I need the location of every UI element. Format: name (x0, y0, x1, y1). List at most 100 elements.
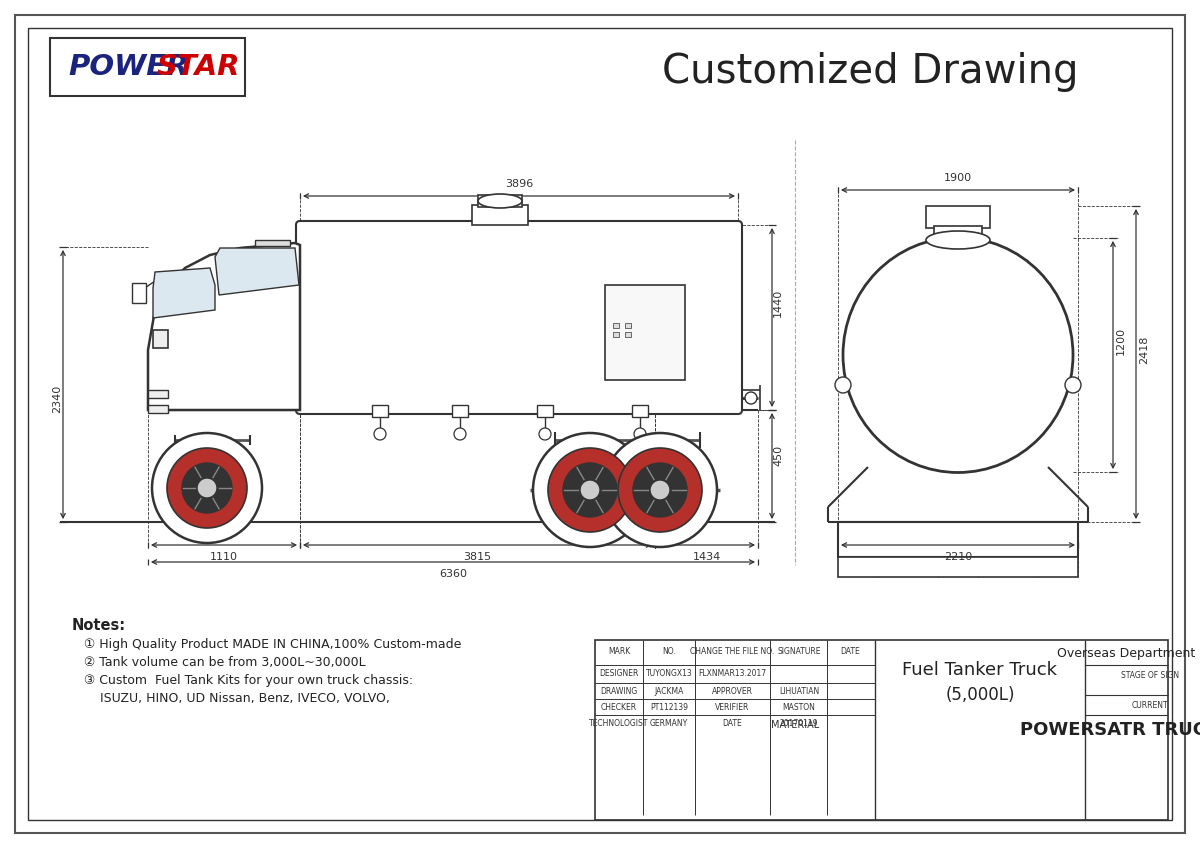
Bar (934, 226, 982, 240)
Bar (625, 332, 631, 337)
Text: 2418: 2418 (1139, 336, 1150, 364)
Circle shape (374, 428, 386, 440)
Text: MASTON: MASTON (782, 702, 816, 711)
FancyBboxPatch shape (296, 221, 742, 414)
Text: 2340: 2340 (52, 385, 62, 413)
Text: Notes:: Notes: (72, 618, 126, 633)
Circle shape (152, 433, 262, 543)
Circle shape (454, 428, 466, 440)
Bar (452, 405, 468, 417)
Text: VERIFIER: VERIFIER (715, 702, 749, 711)
Text: ① High Quality Product MADE IN CHINA,100% Custom-made: ① High Quality Product MADE IN CHINA,100… (84, 638, 461, 651)
Text: RSTAR: RSTAR (534, 349, 686, 391)
Bar (625, 323, 631, 328)
Bar (613, 323, 619, 328)
Polygon shape (154, 268, 215, 318)
Ellipse shape (926, 231, 990, 249)
Text: SIGNATURE: SIGNATURE (778, 648, 821, 656)
Bar (605, 285, 685, 380)
Text: PT112139: PT112139 (650, 702, 688, 711)
Bar (148, 405, 168, 413)
Text: 2210: 2210 (944, 552, 972, 562)
Text: 6360: 6360 (439, 569, 467, 579)
Text: CHECKER: CHECKER (601, 702, 637, 711)
Text: TECHNOLOGIST: TECHNOLOGIST (589, 718, 649, 728)
Bar (838, 522, 1078, 557)
Ellipse shape (478, 194, 522, 208)
Bar (50, 38, 245, 96)
Circle shape (563, 463, 617, 517)
Circle shape (634, 463, 686, 517)
Circle shape (539, 428, 551, 440)
Circle shape (197, 478, 217, 498)
Text: POWER: POWER (68, 53, 188, 81)
Bar (256, 240, 290, 246)
Text: CHANGE THE FILE NO.: CHANGE THE FILE NO. (690, 648, 774, 656)
Text: (5,000L): (5,000L) (946, 686, 1015, 704)
Text: 3896: 3896 (505, 179, 533, 189)
Polygon shape (148, 243, 300, 410)
Circle shape (580, 480, 600, 500)
Circle shape (1066, 377, 1081, 393)
Text: DATE: DATE (722, 718, 742, 728)
Circle shape (835, 377, 851, 393)
Bar (538, 405, 553, 417)
Text: CURRENT: CURRENT (1132, 700, 1169, 710)
Text: 1110: 1110 (210, 552, 238, 562)
Polygon shape (215, 248, 299, 295)
Text: 1200: 1200 (1116, 326, 1126, 355)
Text: TUYONGX13: TUYONGX13 (646, 670, 692, 678)
Circle shape (548, 448, 632, 532)
Text: ③ Custom  Fuel Tank Kits for your own truck chassis:: ③ Custom Fuel Tank Kits for your own tru… (84, 674, 413, 687)
Circle shape (167, 448, 247, 528)
Text: STAR: STAR (157, 53, 240, 81)
Text: 3815: 3815 (463, 552, 492, 562)
Text: GERMANY: GERMANY (650, 718, 688, 728)
Text: Overseas Department: Overseas Department (1057, 646, 1195, 660)
Bar (478, 195, 522, 207)
Text: DESIGNER: DESIGNER (599, 670, 638, 678)
Text: DATE: DATE (840, 648, 860, 656)
Text: FLXNMAR13.2017: FLXNMAR13.2017 (698, 670, 766, 678)
Text: DRAWING: DRAWING (600, 687, 637, 695)
Text: ② Tank volume can be from 3,000L~30,000L: ② Tank volume can be from 3,000L~30,000L (84, 656, 366, 669)
Text: ISUZU, HINO, UD Nissan, Benz, IVECO, VOLVO,: ISUZU, HINO, UD Nissan, Benz, IVECO, VOL… (84, 692, 390, 705)
Text: 1434: 1434 (692, 552, 721, 562)
Bar (154, 330, 168, 348)
Bar (148, 390, 168, 398)
Text: Customized Drawing: Customized Drawing (661, 52, 1079, 92)
Text: STAGE OF SIGN: STAGE OF SIGN (1121, 671, 1180, 679)
Text: 450: 450 (773, 445, 784, 466)
Text: POWER: POWER (877, 321, 1003, 349)
Text: MARK: MARK (608, 648, 630, 656)
Circle shape (650, 480, 670, 500)
Text: 1900: 1900 (944, 173, 972, 183)
Circle shape (618, 448, 702, 532)
Text: POWER: POWER (444, 349, 617, 391)
Circle shape (745, 392, 757, 404)
Text: Fuel Tanker Truck: Fuel Tanker Truck (902, 661, 1057, 679)
Text: NO.: NO. (662, 648, 676, 656)
Text: JACKMA: JACKMA (654, 687, 684, 695)
Text: POWERSATR TRUCKS: POWERSATR TRUCKS (1020, 721, 1200, 739)
Circle shape (604, 433, 718, 547)
Bar (632, 405, 648, 417)
Bar (926, 206, 990, 228)
Bar (613, 332, 619, 337)
Text: ISUZU TRUCKS  www.isuzutruckscn.com: ISUZU TRUCKS www.isuzutruckscn.com (385, 405, 594, 415)
Bar (838, 557, 1078, 577)
Circle shape (182, 463, 232, 513)
Text: LIHUATIAN: LIHUATIAN (779, 687, 820, 695)
Circle shape (533, 433, 647, 547)
Bar (372, 405, 388, 417)
Text: 20170119: 20170119 (780, 718, 818, 728)
Circle shape (634, 428, 646, 440)
Bar (472, 205, 528, 225)
Text: 1440: 1440 (773, 289, 784, 317)
Text: MATERIAL: MATERIAL (770, 720, 820, 730)
Text: APPROVER: APPROVER (712, 687, 752, 695)
Text: STAR: STAR (966, 321, 1054, 349)
Bar (132, 283, 146, 303)
Bar (595, 640, 1168, 820)
Ellipse shape (842, 237, 1073, 472)
